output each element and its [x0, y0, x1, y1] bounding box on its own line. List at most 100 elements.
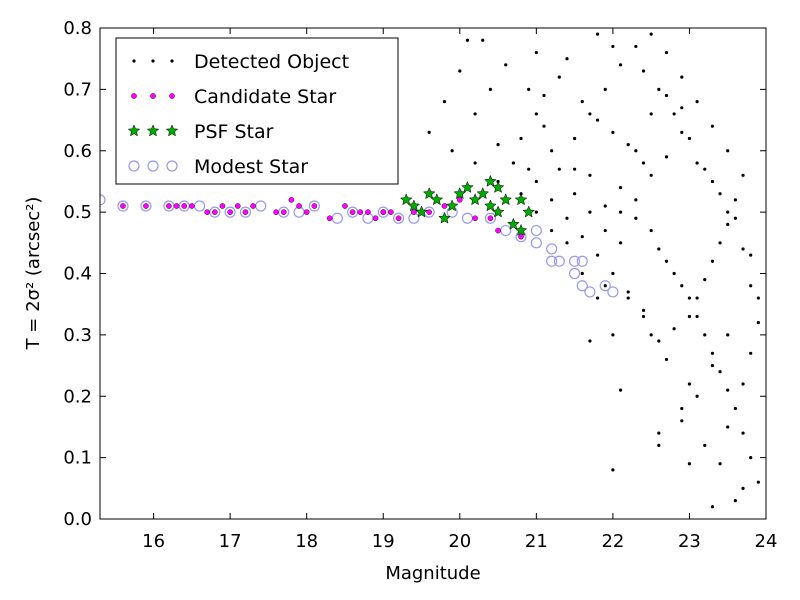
data-point [143, 203, 149, 209]
data-point [407, 199, 421, 212]
data-point [140, 200, 152, 212]
data-point [611, 468, 615, 472]
data-point [741, 431, 745, 435]
data-point [349, 209, 356, 215]
data-point [703, 333, 707, 337]
y-tick-label: 0.6 [63, 141, 92, 162]
data-point [445, 199, 459, 212]
plot-area [100, 32, 760, 509]
data-point [657, 443, 661, 447]
data-point [166, 203, 172, 209]
legend-marker [147, 160, 159, 172]
data-point [255, 200, 267, 212]
data-point [726, 149, 730, 153]
data-point [618, 388, 623, 392]
data-point [718, 192, 722, 196]
data-point [357, 209, 364, 215]
data-point [611, 130, 615, 134]
data-point [573, 167, 577, 171]
data-point [288, 197, 295, 203]
series-open-circle [100, 194, 619, 298]
data-point [588, 112, 592, 116]
legend-marker [169, 93, 175, 99]
data-point [703, 278, 707, 282]
data-point [557, 75, 561, 79]
data-point [569, 255, 581, 267]
data-point [649, 173, 653, 177]
data-point [695, 314, 699, 319]
x-tick-label: 23 [678, 531, 701, 552]
data-point [611, 333, 615, 337]
data-point [749, 284, 753, 288]
data-point [611, 44, 615, 49]
data-point [534, 50, 538, 55]
data-point [584, 286, 596, 298]
x-tick-label: 22 [601, 531, 624, 552]
data-point [664, 259, 669, 263]
data-point [472, 215, 478, 222]
data-point [680, 406, 684, 411]
data-point [242, 209, 249, 215]
legend-frame [115, 37, 399, 185]
data-point [453, 187, 467, 200]
y-tick-label: 0.2 [63, 386, 92, 407]
x-tick-label: 18 [295, 531, 318, 552]
data-point [687, 296, 692, 300]
data-point [687, 462, 692, 466]
data-point [212, 209, 218, 215]
data-point [100, 194, 106, 206]
data-point [308, 200, 320, 212]
legend-marker [131, 93, 137, 99]
data-point [726, 388, 730, 392]
data-point [331, 212, 343, 224]
data-point [718, 241, 722, 245]
data-point [603, 284, 607, 288]
data-point [595, 253, 600, 257]
data-point [372, 215, 379, 222]
data-point [468, 193, 482, 206]
data-point [117, 200, 129, 212]
data-point [726, 333, 730, 337]
legend-marker [128, 160, 140, 172]
data-point [634, 216, 638, 220]
data-point [672, 327, 676, 331]
data-point [626, 296, 630, 300]
data-point [173, 203, 180, 209]
data-point [342, 203, 348, 209]
legend-marker [170, 59, 174, 63]
data-point [733, 216, 737, 220]
data-point [710, 124, 715, 128]
data-point [380, 209, 387, 215]
data-point [491, 180, 505, 193]
data-point [473, 112, 477, 116]
data-point [507, 217, 520, 230]
y-tick-label: 0.7 [63, 79, 92, 100]
data-point [504, 63, 508, 67]
data-point [514, 193, 528, 206]
data-point [461, 180, 474, 193]
legend-marker [165, 124, 179, 137]
data-point [634, 149, 638, 153]
series-star [399, 174, 536, 236]
data-point [756, 480, 760, 484]
data-point [595, 32, 600, 36]
data-point [741, 173, 745, 177]
data-point [565, 216, 569, 220]
data-point [488, 87, 493, 91]
data-point [465, 38, 470, 42]
series-circle [120, 197, 524, 240]
legend-marker [146, 124, 160, 137]
y-tick-label: 0.1 [63, 448, 92, 469]
data-point [726, 222, 730, 226]
data-point [411, 209, 417, 215]
data-point [634, 44, 638, 49]
data-point [588, 339, 592, 343]
data-point [726, 210, 730, 214]
data-point [649, 32, 653, 36]
data-point [557, 167, 561, 171]
data-point [618, 185, 623, 190]
data-point [580, 100, 584, 104]
data-point [181, 203, 188, 209]
data-point [569, 267, 581, 280]
legend-marker [127, 124, 141, 137]
